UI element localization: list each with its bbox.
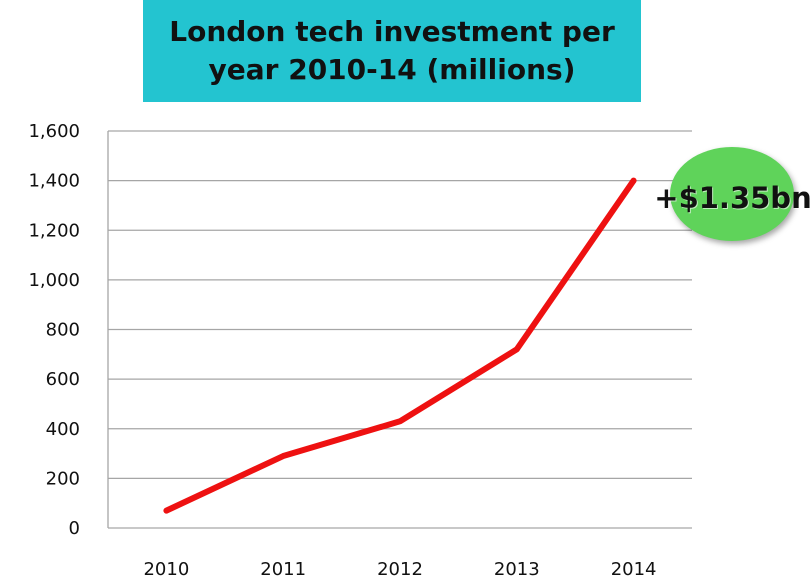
y-tick-label: 1,600	[28, 121, 80, 142]
y-tick-label: 1,200	[28, 220, 80, 241]
x-tick-label: 2012	[377, 559, 423, 580]
x-axis-tick-labels: 2010 2011 2012 2013 2014	[143, 559, 656, 580]
annotation-bubble	[670, 147, 794, 241]
x-tick-label: 2010	[143, 559, 189, 580]
gridlines	[108, 130, 692, 480]
axes	[107, 131, 692, 529]
y-tick-label: 800	[46, 320, 80, 341]
chart-title: London tech investment per year 2010-14 …	[169, 15, 615, 86]
x-tick-label: 2013	[494, 559, 540, 580]
x-tick-label: 2014	[611, 559, 657, 580]
x-tick-label: 2011	[260, 559, 306, 580]
y-axis-tick-labels: 0 200 400 600 800 1,000 1,200 1,400 1,600	[28, 121, 80, 539]
data-series	[163, 177, 637, 514]
y-tick-label: 1,000	[28, 270, 80, 291]
chart-title-box: London tech investment per year 2010-14 …	[143, 0, 641, 102]
y-tick-label: 1,400	[28, 171, 80, 192]
y-tick-label: 0	[69, 518, 80, 539]
y-tick-label: 200	[46, 468, 80, 489]
y-tick-label: 400	[46, 419, 80, 440]
y-tick-label: 600	[46, 369, 80, 390]
annotation-label: +$1.35bn	[654, 181, 812, 215]
